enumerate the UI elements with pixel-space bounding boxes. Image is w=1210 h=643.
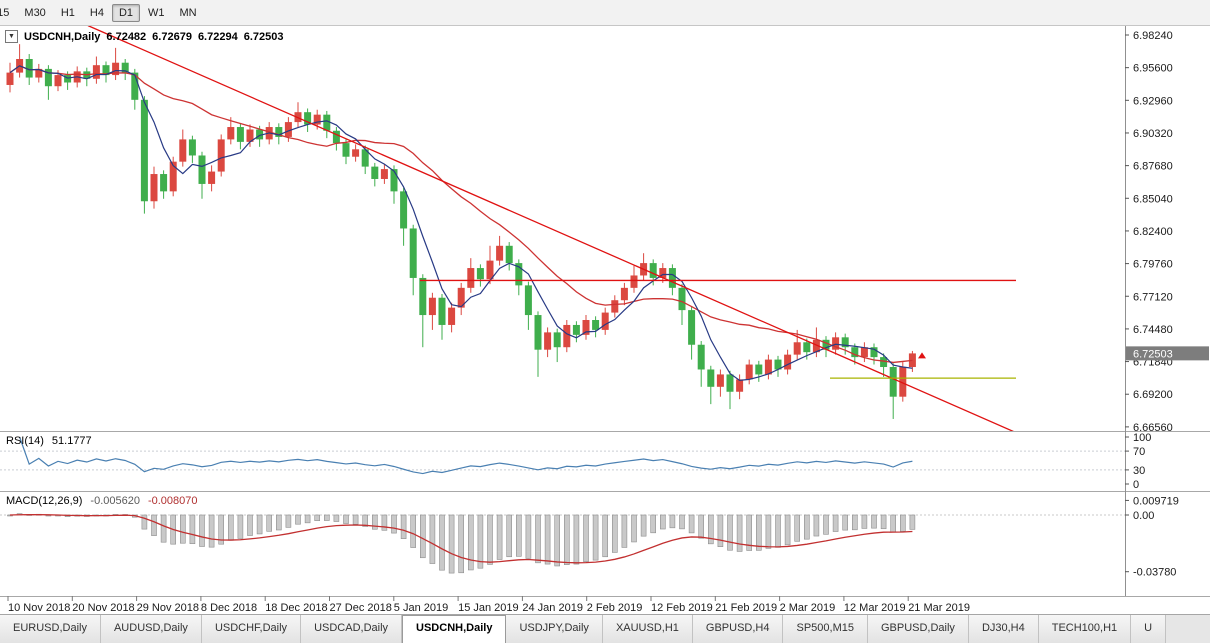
symbol-tabbar: EURUSD,Daily AUDUSD,Daily USDCHF,Daily USDC… xyxy=(0,614,1210,643)
timeframe-button-m30[interactable]: M30 xyxy=(24,6,46,19)
macd-name: MACD(12,26,9) xyxy=(6,495,83,507)
macd-axis-label: -0.03780 xyxy=(1133,567,1176,579)
date-axis-label: 8 Dec 2018 xyxy=(201,602,257,614)
date-axis-label: 24 Jan 2019 xyxy=(522,602,583,614)
tab-audusd-daily[interactable]: AUDUSD,Daily xyxy=(100,615,202,643)
macd-histogram xyxy=(7,513,916,574)
timeframe-button-h1[interactable]: H1 xyxy=(60,6,75,19)
rsi-value: 51.1777 xyxy=(51,435,92,447)
chart-canvas[interactable]: 6.98240 6.95600 6.92960 6.90320 6.87680 6.850… xyxy=(0,26,1210,614)
macd-axis-label: 0.009719 xyxy=(1133,495,1179,507)
tab-usdchf-daily[interactable]: USDCHF,Daily xyxy=(201,615,302,643)
price-axis-label: 6.85040 xyxy=(1133,193,1173,205)
date-axis-label: 2 Mar 2019 xyxy=(780,602,836,614)
timeframe-toolbar: M15 M30 H1 H4 D1 W1 MN xyxy=(0,0,1210,26)
descending-trendline[interactable] xyxy=(87,26,1030,439)
tab-xauusd-h1[interactable]: XAUUSD,H1 xyxy=(602,615,693,643)
macd-indicator-label: MACD(12,26,9) -0.005620 -0.008070 xyxy=(6,495,198,507)
tab-dj30-h4[interactable]: DJ30,H4 xyxy=(968,615,1039,643)
macd-panel xyxy=(0,513,1125,574)
collapse-arrow-icon[interactable]: ▼ xyxy=(5,30,18,43)
macd-signal-line xyxy=(9,513,913,564)
date-axis-label: 10 Nov 2018 xyxy=(8,602,70,614)
date-axis-label: 12 Mar 2019 xyxy=(844,602,906,614)
macd-main-value: -0.005620 xyxy=(90,495,140,507)
rsi-axis-label: 0 xyxy=(1133,479,1139,491)
close-value: 6.72503 xyxy=(243,30,284,43)
low-value: 6.72294 xyxy=(197,30,238,43)
timeframe-button-mn[interactable]: MN xyxy=(179,6,197,19)
price-arrow-icon xyxy=(918,352,926,359)
date-axis-label: 18 Dec 2018 xyxy=(265,602,327,614)
date-axis-label: 12 Feb 2019 xyxy=(651,602,713,614)
price-axis-label: 6.90320 xyxy=(1133,128,1173,140)
candlestick-series xyxy=(6,44,916,419)
rsi-line xyxy=(19,436,913,475)
price-axis-label: 6.77120 xyxy=(1133,291,1173,303)
tab-sp500-m15[interactable]: SP500,M15 xyxy=(783,615,868,643)
current-price-badge xyxy=(1126,346,1209,361)
price-axis-label: 6.69200 xyxy=(1133,389,1173,401)
chart-header: ▼ USDCNH,Daily 6.72482 6.72679 6.72294 6… xyxy=(5,30,283,43)
tab-usdcad-daily[interactable]: USDCAD,Daily xyxy=(301,615,403,643)
tab-tech100-h1[interactable]: TECH100,H1 xyxy=(1038,615,1132,643)
rsi-panel xyxy=(0,436,1125,475)
price-axis-label: 6.66560 xyxy=(1133,422,1173,434)
date-axis-label: 21 Mar 2019 xyxy=(908,602,970,614)
price-axis-label: 6.95600 xyxy=(1133,63,1173,75)
date-axis-label: 29 Nov 2018 xyxy=(137,602,199,614)
rsi-axis-label: 30 xyxy=(1133,465,1145,477)
macd-signal-value: -0.008070 xyxy=(147,495,198,507)
rsi-name: RSI(14) xyxy=(6,435,44,447)
date-axis-label: 2 Feb 2019 xyxy=(587,602,643,614)
date-axis-label: 21 Feb 2019 xyxy=(715,602,777,614)
rsi-indicator-label: RSI(14) 51.1777 xyxy=(6,435,92,447)
tab-eurusd-daily[interactable]: EURUSD,Daily xyxy=(0,615,101,643)
timeframe-button-w1[interactable]: W1 xyxy=(148,6,165,19)
timeframe-button-m15[interactable]: M15 xyxy=(0,6,10,19)
date-axis-label: 15 Jan 2019 xyxy=(458,602,519,614)
date-axis-label: 5 Jan 2019 xyxy=(394,602,448,614)
timeframe-button-h4[interactable]: H4 xyxy=(89,6,104,19)
price-axis-label: 6.79760 xyxy=(1133,259,1173,271)
tab-usdjpy-daily[interactable]: USDJPY,Daily xyxy=(506,615,603,643)
price-axis-label: 6.82400 xyxy=(1133,226,1173,238)
high-value: 6.72679 xyxy=(152,30,192,43)
main-chart-panel xyxy=(6,26,1030,439)
tab-u[interactable]: U xyxy=(1131,615,1167,643)
macd-axis-label: 0.00 xyxy=(1133,510,1154,522)
price-axis-label: 6.92960 xyxy=(1133,95,1173,107)
date-axis-label: 20 Nov 2018 xyxy=(72,602,134,614)
ma-slow-line xyxy=(9,65,913,364)
tab-gbpusd-h4[interactable]: GBPUSD,H4 xyxy=(692,615,784,643)
tab-gbpusd-daily[interactable]: GBPUSD,Daily xyxy=(867,615,969,643)
date-axis-label: 27 Dec 2018 xyxy=(330,602,392,614)
timeframe-button-d1[interactable]: D1 xyxy=(111,3,140,22)
rsi-axis-label: 100 xyxy=(1133,432,1151,444)
current-price-value: 6.72503 xyxy=(1133,348,1173,360)
price-axis-label: 6.87680 xyxy=(1133,161,1173,173)
tab-usdcnh-daily[interactable]: USDCNH,Daily xyxy=(402,615,507,643)
open-value: 6.72482 xyxy=(106,30,147,43)
price-axis-label: 6.98240 xyxy=(1133,30,1173,42)
ma-fast-line xyxy=(9,65,913,381)
rsi-axis-label: 70 xyxy=(1133,446,1145,458)
symbol-title: USDCNH,Daily xyxy=(24,30,101,43)
price-axis-label: 6.74480 xyxy=(1133,324,1173,336)
